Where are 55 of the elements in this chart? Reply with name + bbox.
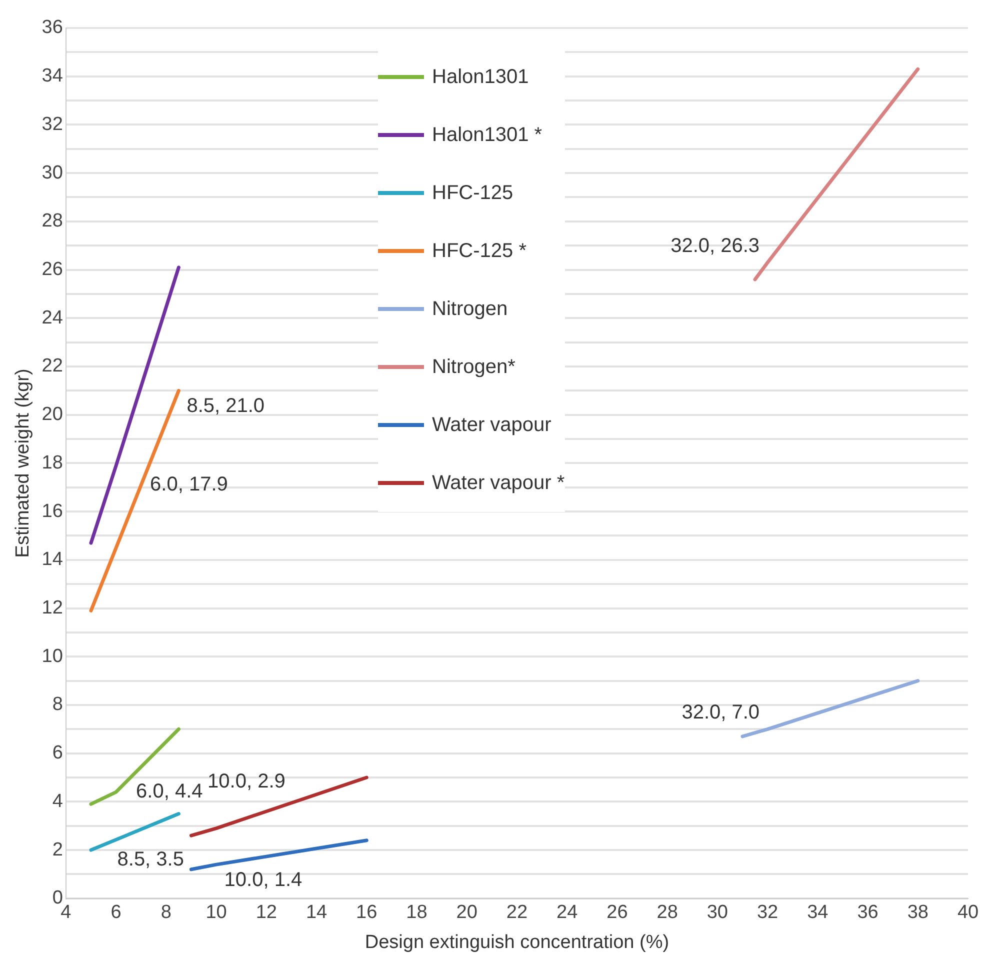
y-tick-label: 20 <box>42 404 63 426</box>
legend-label: HFC-125 <box>432 182 514 204</box>
y-tick-label: 16 <box>42 500 63 522</box>
x-tick-label: 22 <box>506 902 528 924</box>
y-tick-label: 4 <box>52 790 64 812</box>
x-tick-label: 20 <box>456 902 478 924</box>
x-tick-label: 30 <box>706 902 728 924</box>
y-tick-label: 8 <box>52 694 63 716</box>
y-tick-label: 12 <box>42 598 63 618</box>
legend-label: Water vapour <box>432 414 552 436</box>
y-tick-label: 32 <box>42 114 63 135</box>
y-tick-label: 34 <box>42 66 64 87</box>
y-tick-label: 22 <box>42 356 63 377</box>
x-tick-label: 34 <box>807 902 829 924</box>
legend-label: Nitrogen* <box>432 356 516 378</box>
y-tick-label: 0 <box>52 888 63 909</box>
y-tick-label: 2 <box>52 839 63 860</box>
x-tick-label: 40 <box>957 902 979 924</box>
y-tick-label: 26 <box>42 259 63 280</box>
annotation: 8.5, 3.5 <box>117 848 184 870</box>
annotation: 6.0, 17.9 <box>150 473 228 496</box>
y-axis-title: Estimated weight (kgr) <box>12 368 34 558</box>
x-tick-label: 18 <box>406 902 428 924</box>
x-tick-label: 28 <box>656 902 678 924</box>
legend-label: HFC-125 * <box>432 240 526 262</box>
x-tick-label: 8 <box>160 902 172 924</box>
annotation: 10.0, 1.4 <box>224 869 302 892</box>
y-tick-label: 28 <box>42 210 63 232</box>
y-tick-label: 30 <box>42 162 63 184</box>
y-tick-label: 36 <box>42 17 63 38</box>
legend-label: Halon1301 * <box>432 124 542 146</box>
y-tick-label: 10 <box>42 646 63 667</box>
legend-label: Halon1301 <box>432 66 529 88</box>
y-tick-label: 18 <box>42 452 63 474</box>
annotation: 32.0, 26.3 <box>670 235 760 258</box>
y-tick-label: 14 <box>42 549 64 570</box>
x-tick-label: 36 <box>857 902 878 924</box>
y-tick-label: 6 <box>52 742 63 764</box>
annotation: 10.0, 2.9 <box>208 770 286 793</box>
x-tick-label: 12 <box>256 902 277 924</box>
x-tick-label: 38 <box>907 902 928 924</box>
annotation: 8.5, 21.0 <box>186 395 265 418</box>
x-tick-label: 32 <box>756 902 778 924</box>
legend-label: Nitrogen <box>432 298 508 320</box>
x-tick-label: 24 <box>556 902 578 924</box>
x-tick-label: 10 <box>206 902 227 924</box>
annotation: 6.0, 4.4 <box>136 780 203 803</box>
x-tick-label: 14 <box>306 902 328 924</box>
legend-label: Water vapour * <box>432 472 565 494</box>
x-tick-label: 26 <box>606 902 628 924</box>
x-tick-label: 6 <box>110 902 122 924</box>
x-tick-label: 16 <box>356 902 378 924</box>
y-tick-label: 24 <box>42 307 64 328</box>
annotation: 32.0, 7.0 <box>682 702 760 724</box>
x-axis-title: Design extinguish concentration (%) <box>364 932 670 953</box>
